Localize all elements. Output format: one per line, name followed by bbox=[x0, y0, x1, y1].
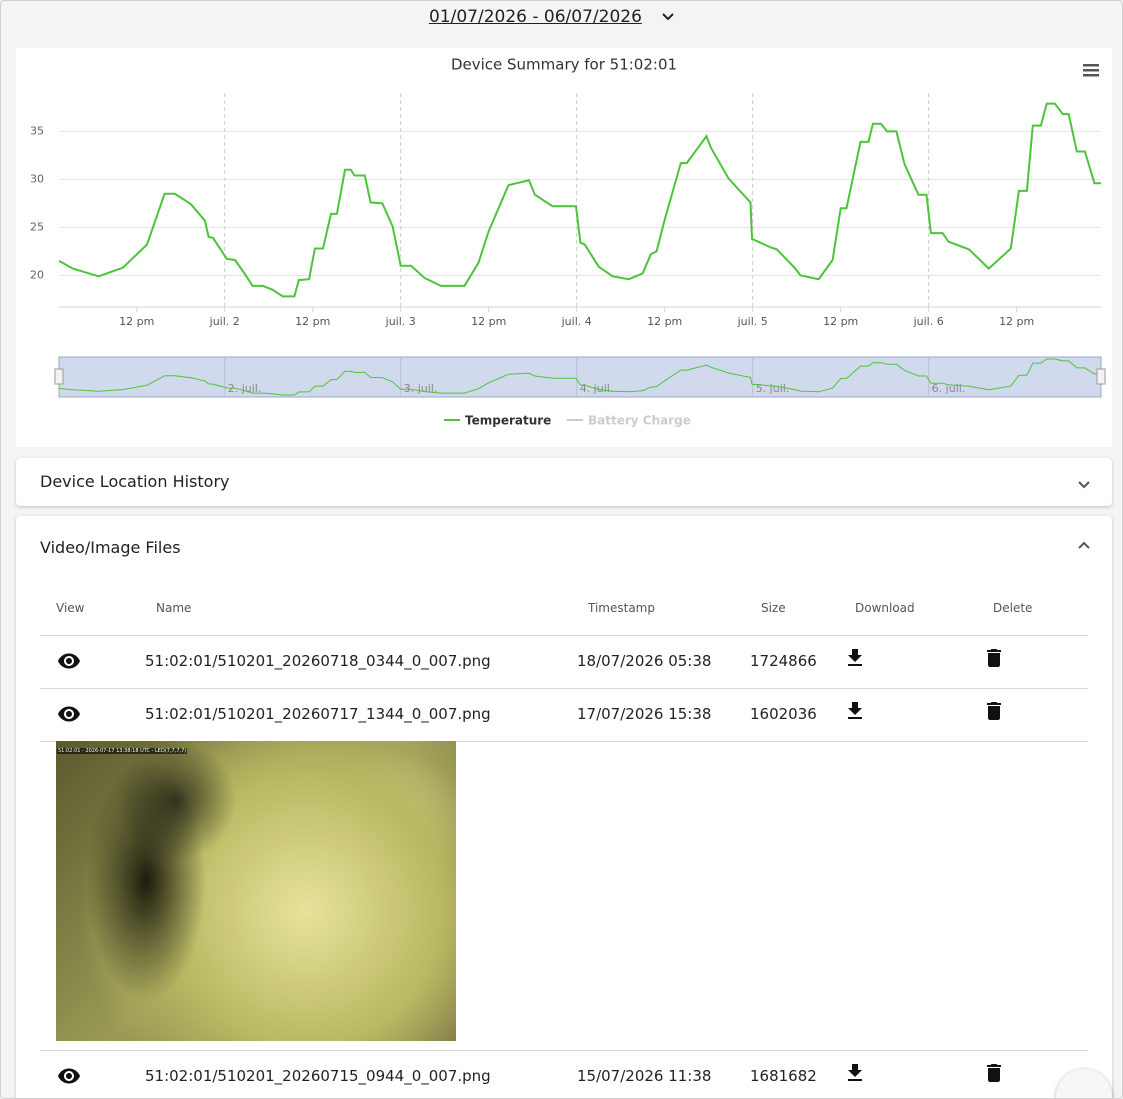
column-header: Size bbox=[761, 601, 786, 615]
file-name: 51:02:01/510201_20260718_0344_0_007.png bbox=[145, 652, 491, 670]
file-timestamp: 17/07/2026 15:38 bbox=[577, 705, 712, 723]
chevron-down[interactable] bbox=[661, 12, 675, 22]
chart: Device Summary for 51:02:01 20 25 30 35 12 p… bbox=[30, 56, 1106, 428]
column-header: Name bbox=[156, 601, 192, 615]
x-tick-label: juil. 6 bbox=[913, 315, 944, 328]
delete-button[interactable] bbox=[982, 699, 1006, 723]
x-tick-label: 12 pm bbox=[823, 315, 858, 328]
y-tick-label: 20 bbox=[30, 268, 44, 281]
x-tick-label: 12 pm bbox=[119, 315, 154, 328]
chart-title: Device Summary for 51:02:01 bbox=[451, 56, 677, 74]
column-header: Timestamp bbox=[588, 601, 655, 615]
y-tick-label: 25 bbox=[30, 220, 44, 233]
image-preview bbox=[56, 741, 456, 1041]
x-tick-label: 12 pm bbox=[999, 315, 1034, 328]
collapse-icon[interactable] bbox=[1077, 540, 1091, 550]
navigator-handle[interactable] bbox=[54, 368, 64, 385]
delete-button[interactable] bbox=[982, 646, 1006, 670]
navigator-line bbox=[58, 358, 1101, 396]
file-timestamp: 18/07/2026 05:38 bbox=[577, 652, 712, 670]
download-button[interactable] bbox=[843, 1061, 867, 1085]
image-caption: 51:02:01 - 2026-07-17 13:38:18 UTC - LED… bbox=[57, 748, 188, 754]
x-tick-label: juil. 5 bbox=[737, 315, 768, 328]
panel-title: Video/Image Files bbox=[40, 538, 181, 557]
x-tick-label: juil. 4 bbox=[561, 315, 592, 328]
x-tick-label: juil. 2 bbox=[209, 315, 240, 328]
file-size: 1602036 bbox=[750, 705, 817, 723]
navigator-label: 6. juil. bbox=[932, 382, 966, 395]
file-timestamp: 15/07/2026 11:38 bbox=[577, 1067, 712, 1085]
navigator-label: 2. juil. bbox=[228, 382, 262, 395]
row-divider bbox=[40, 688, 1088, 689]
column-header: Delete bbox=[993, 601, 1033, 615]
navigator-label: 3. juil. bbox=[404, 382, 438, 395]
navigator-handle[interactable] bbox=[1096, 368, 1106, 385]
x-tick-label: juil. 3 bbox=[385, 315, 416, 328]
expand-icon[interactable] bbox=[1077, 480, 1091, 490]
file-name: 51:02:01/510201_20260715_0944_0_007.png bbox=[145, 1067, 491, 1085]
view-button[interactable] bbox=[57, 702, 81, 726]
legend-label[interactable]: Temperature bbox=[465, 414, 551, 428]
download-button[interactable] bbox=[843, 699, 867, 723]
file-size: 1724866 bbox=[750, 652, 817, 670]
view-button[interactable] bbox=[57, 649, 81, 673]
column-header: Download bbox=[855, 601, 915, 615]
x-tick-label: 12 pm bbox=[471, 315, 506, 328]
y-tick-label: 35 bbox=[30, 124, 44, 137]
row-divider bbox=[40, 741, 1088, 742]
x-tick-label: 12 pm bbox=[295, 315, 330, 328]
date-range-picker[interactable]: 01/07/2026 - 06/07/2026 bbox=[1, 7, 1103, 27]
row-divider bbox=[40, 635, 1088, 636]
row-divider bbox=[40, 1050, 1088, 1051]
date-range[interactable]: 01/07/2026 - 06/07/2026 bbox=[428, 7, 642, 27]
file-size: 1681682 bbox=[750, 1067, 817, 1085]
x-tick-label: 12 pm bbox=[647, 315, 682, 328]
navigator-label: 5. juil. bbox=[756, 382, 790, 395]
column-header: View bbox=[56, 601, 85, 615]
y-tick-label: 30 bbox=[30, 172, 44, 185]
file-name: 51:02:01/510201_20260717_1344_0_007.png bbox=[145, 705, 491, 723]
download-button[interactable] bbox=[843, 646, 867, 670]
delete-button[interactable] bbox=[982, 1061, 1006, 1085]
legend-label[interactable]: Battery Charge bbox=[588, 414, 691, 428]
view-button[interactable] bbox=[57, 1064, 81, 1088]
chart-card: Device Summary for 51:02:01 20 25 30 35 12 p… bbox=[16, 48, 1112, 447]
panel-title: Device Location History bbox=[40, 472, 230, 491]
chart-menu[interactable] bbox=[1083, 64, 1099, 77]
data-line bbox=[58, 102, 1101, 298]
location-panel[interactable]: Device Location History bbox=[16, 458, 1112, 506]
